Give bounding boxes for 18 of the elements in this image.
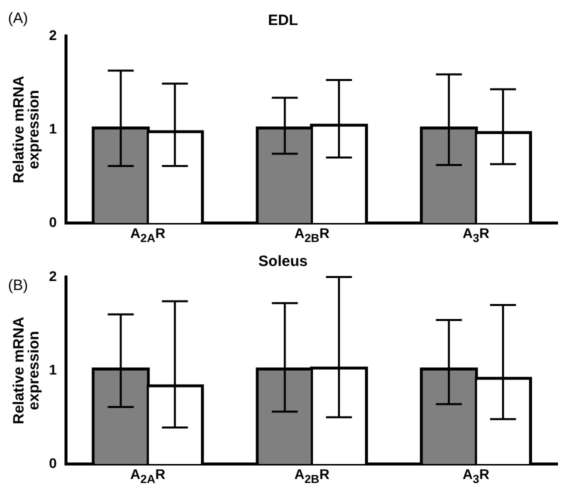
x-tick-label: A$_{2B}$R: [294, 466, 330, 488]
y-axis-title: Relative mRNA expression: [10, 316, 43, 424]
chart-title: EDL: [268, 12, 298, 30]
x-tick-label: A$_{3}$R: [462, 225, 490, 247]
y-tick-label: 0: [48, 214, 57, 230]
y-tick-label: 1: [48, 120, 57, 136]
x-tick-label: A$_{2A}$R: [130, 225, 166, 247]
y-tick-label: 2: [48, 26, 57, 43]
y-tick-label: 0: [48, 454, 57, 471]
chart-title: Soleus: [258, 253, 308, 270]
text: (A): [8, 10, 28, 27]
y-tick-label: 1: [48, 361, 57, 378]
x-tick-label: A$_{3}$R: [462, 466, 490, 488]
text: (B): [8, 277, 28, 294]
y-tick-label: 2: [48, 268, 57, 284]
x-tick-label: A$_{2B}$R: [294, 225, 330, 247]
y-axis-title: Relative mRNA expression: [10, 76, 43, 184]
x-tick-label: A$_{2A}$R: [130, 466, 166, 488]
